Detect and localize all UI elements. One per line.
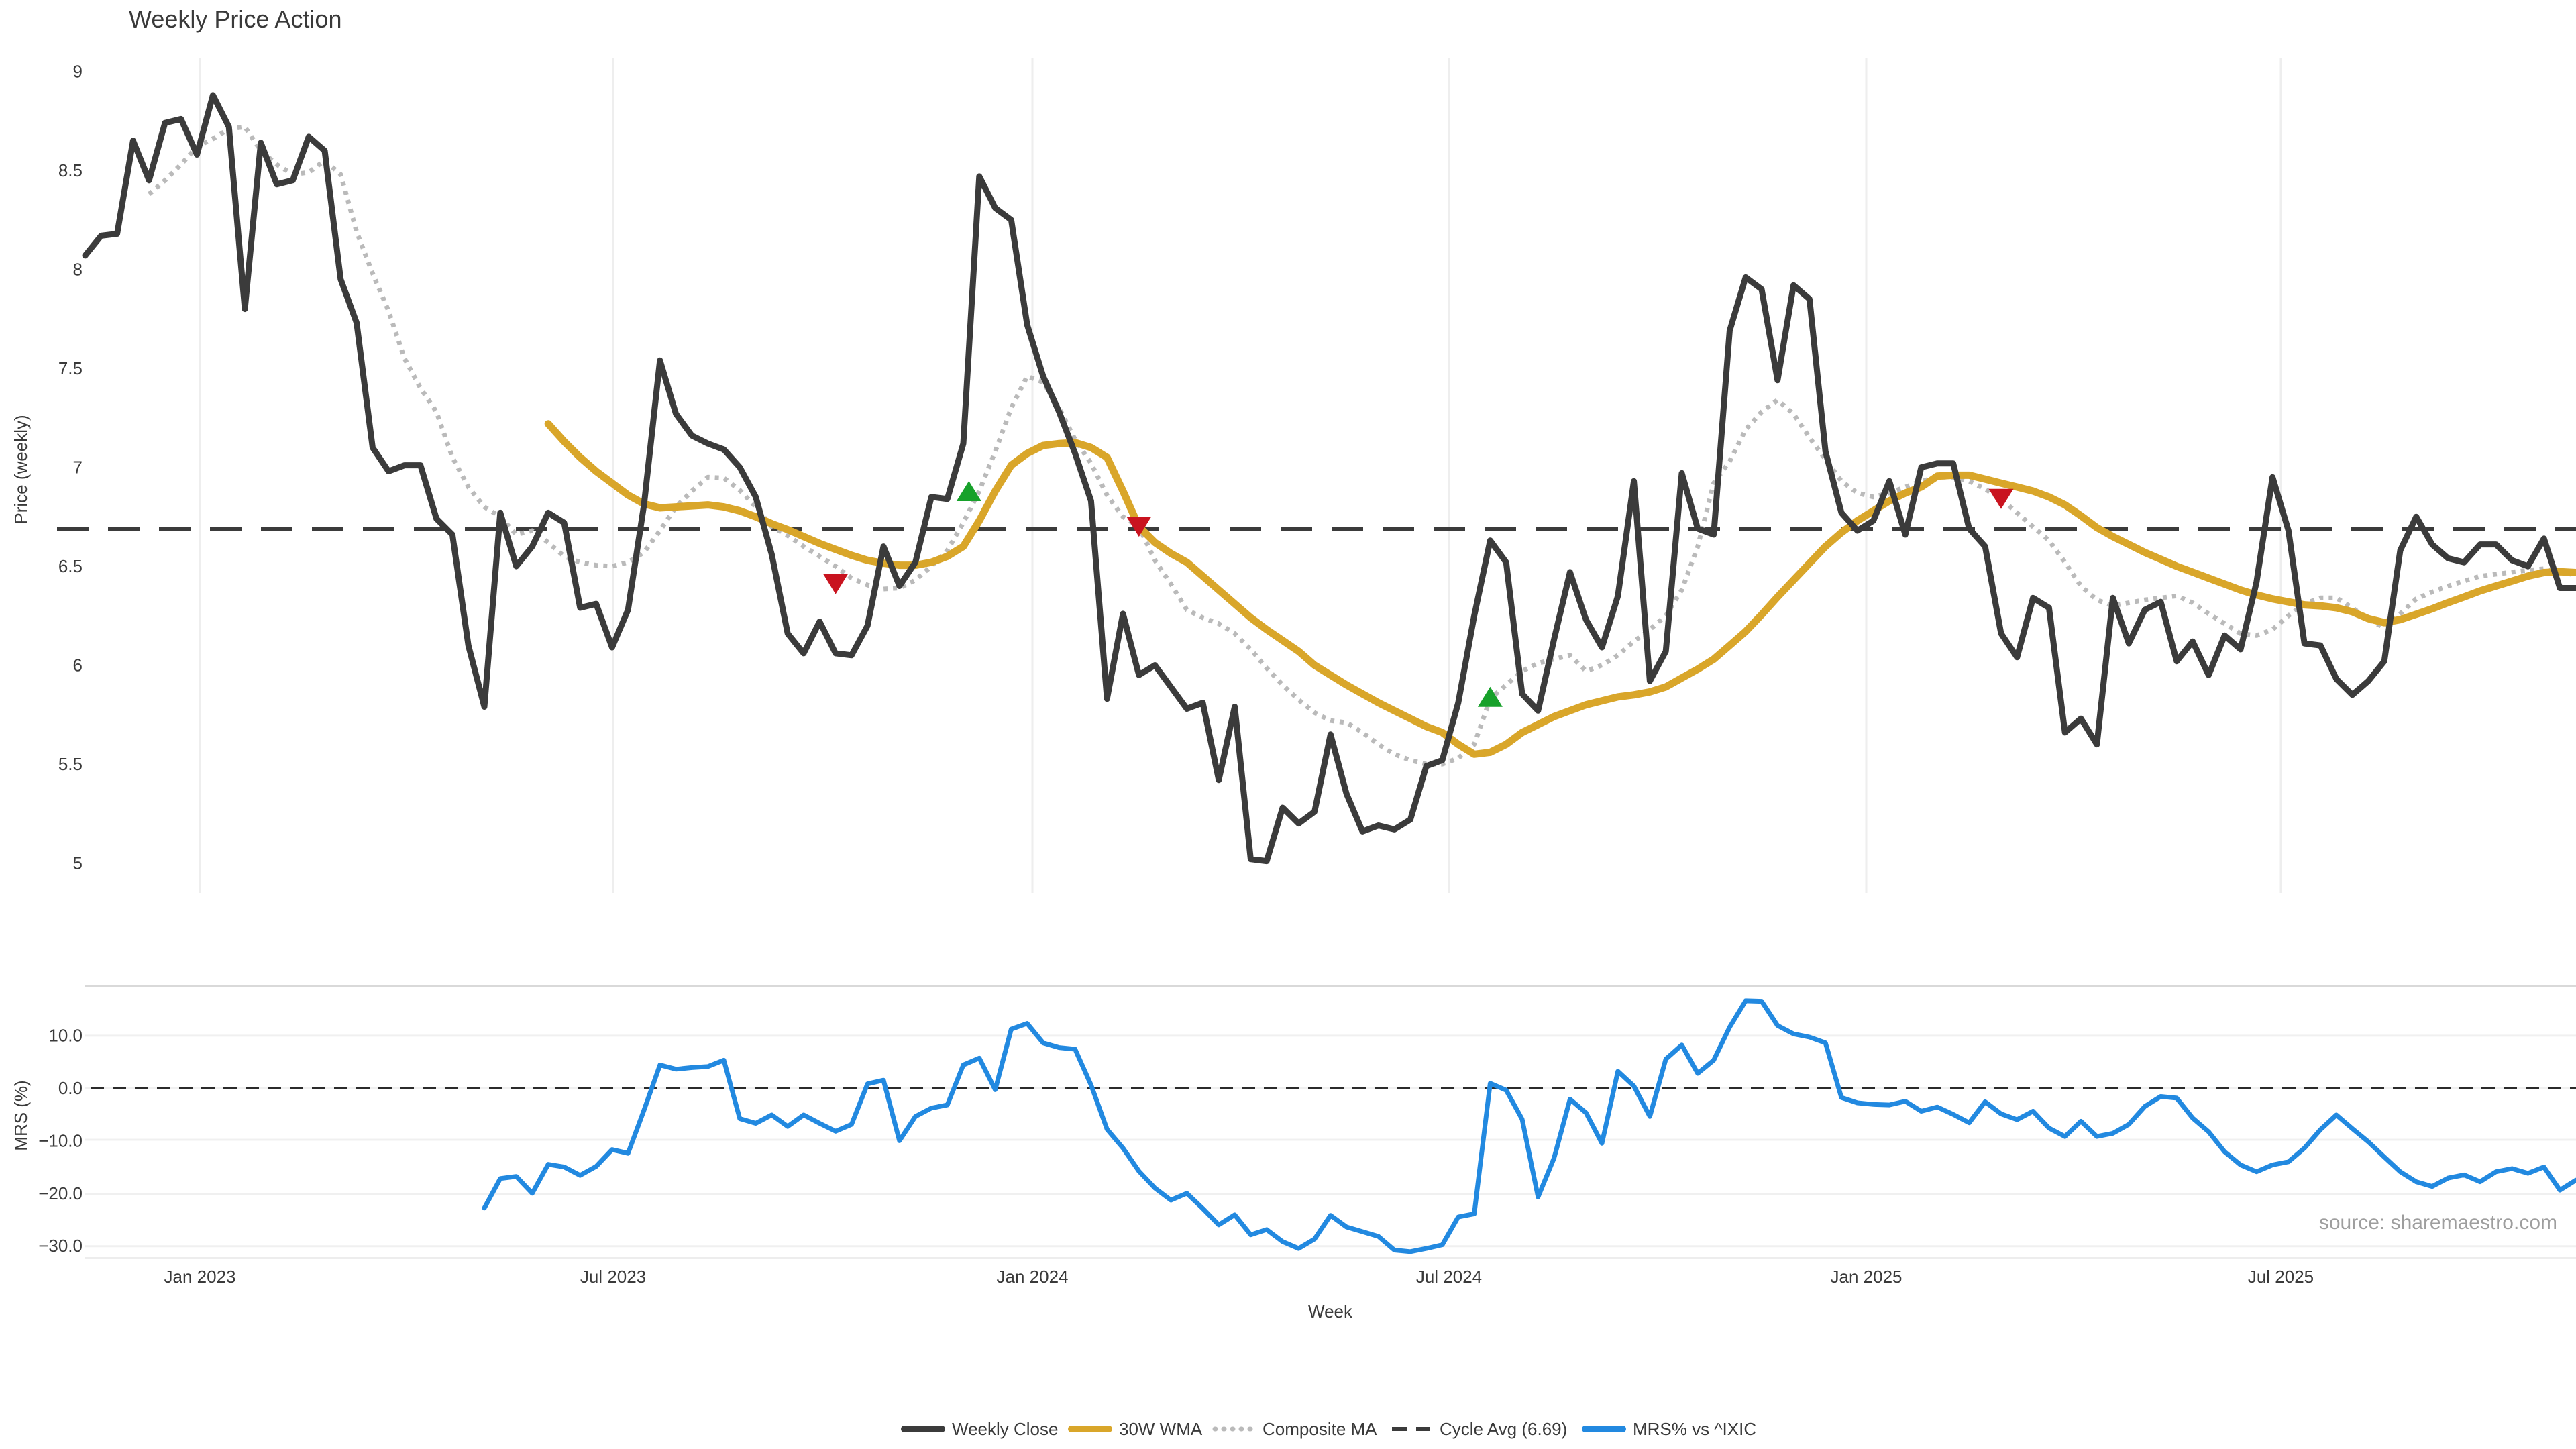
svg-text:−20.0: −20.0 [38, 1183, 83, 1203]
svg-text:Jul 2023: Jul 2023 [580, 1267, 646, 1287]
svg-text:Jul 2024: Jul 2024 [1416, 1267, 1482, 1287]
svg-text:Jul 2025: Jul 2025 [2248, 1267, 2314, 1287]
svg-text:−10.0: −10.0 [38, 1130, 83, 1150]
svg-text:7.5: 7.5 [58, 358, 83, 378]
svg-text:Weekly Price Action: Weekly Price Action [129, 5, 341, 33]
svg-text:6: 6 [73, 655, 83, 676]
svg-text:Jan 2024: Jan 2024 [997, 1267, 1069, 1287]
svg-text:Cycle Avg (6.69): Cycle Avg (6.69) [1440, 1419, 1567, 1439]
svg-text:Weekly Close: Weekly Close [952, 1419, 1058, 1439]
svg-text:5: 5 [73, 853, 83, 873]
svg-text:Jan 2025: Jan 2025 [1831, 1267, 1902, 1287]
svg-text:Composite MA: Composite MA [1263, 1419, 1377, 1439]
svg-text:10.0: 10.0 [48, 1026, 83, 1046]
svg-text:Price (weekly): Price (weekly) [11, 415, 31, 524]
svg-text:6.5: 6.5 [58, 556, 83, 576]
svg-text:−30.0: −30.0 [38, 1236, 83, 1256]
svg-text:0.0: 0.0 [58, 1078, 83, 1098]
svg-text:Jan 2023: Jan 2023 [164, 1267, 236, 1287]
svg-text:source: sharemaestro.com: source: sharemaestro.com [2319, 1212, 2557, 1234]
svg-text:30W WMA: 30W WMA [1119, 1419, 1203, 1439]
svg-text:Week: Week [1308, 1301, 1353, 1322]
svg-text:9: 9 [73, 62, 83, 82]
svg-text:MRS (%): MRS (%) [11, 1080, 31, 1150]
svg-text:7: 7 [73, 458, 83, 478]
svg-text:5.5: 5.5 [58, 754, 83, 774]
svg-text:MRS% vs ^IXIC: MRS% vs ^IXIC [1633, 1419, 1756, 1439]
svg-text:8: 8 [73, 260, 83, 280]
svg-text:8.5: 8.5 [58, 160, 83, 180]
